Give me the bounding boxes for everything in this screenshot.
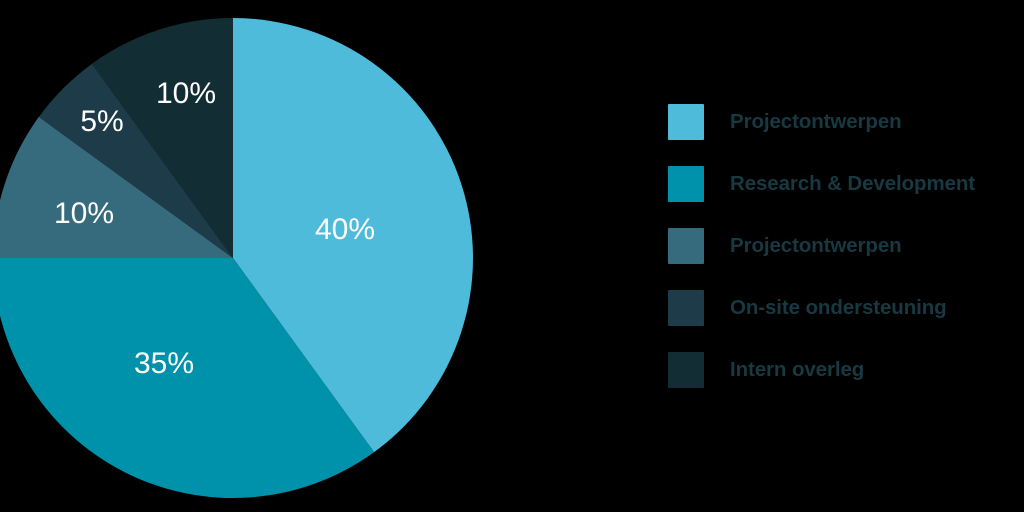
legend-item[interactable]: Intern overleg — [668, 352, 1016, 388]
legend-color-swatch — [668, 290, 704, 326]
pie-chart: 40% 35% 10% 5% 10% — [0, 18, 473, 498]
legend-item-label: Projectontwerpen — [730, 110, 902, 133]
legend-item[interactable]: On-site ondersteuning — [668, 290, 1016, 326]
pie-slice-value-label: 10% — [54, 197, 114, 230]
pie-slice[interactable] — [38, 63, 233, 258]
pie-slice-value-label: 10% — [156, 77, 216, 110]
pie-slice-value-label: 5% — [80, 105, 123, 138]
pie-slice[interactable] — [0, 258, 375, 498]
legend-item-label: Projectontwerpen — [730, 234, 902, 257]
pie-slice-value-label: 35% — [134, 347, 194, 380]
legend-item-label: On-site ondersteuning — [730, 296, 947, 319]
pie-chart-svg: 40% 35% 10% 5% 10% — [0, 18, 473, 498]
pie-slice-value-label: 40% — [315, 213, 375, 246]
legend-color-swatch — [668, 352, 704, 388]
pie-slice[interactable] — [0, 116, 233, 258]
legend-item[interactable]: Projectontwerpen — [668, 228, 1016, 264]
pie-slice[interactable] — [91, 18, 233, 258]
legend-color-swatch — [668, 104, 704, 140]
pie-label-group: 40% 35% 10% 5% 10% — [54, 77, 375, 380]
pie-slice-group — [0, 18, 473, 498]
legend-color-swatch — [668, 228, 704, 264]
chart-legend: Projectontwerpen Research & Development Pr… — [668, 104, 1016, 388]
pie-slice[interactable] — [233, 18, 473, 453]
legend-item-label: Intern overleg — [730, 358, 865, 381]
legend-color-swatch — [668, 166, 704, 202]
legend-item-label: Research & Development — [730, 172, 976, 195]
legend-item[interactable]: Research & Development — [668, 166, 1016, 202]
legend-item[interactable]: Projectontwerpen — [668, 104, 1016, 140]
